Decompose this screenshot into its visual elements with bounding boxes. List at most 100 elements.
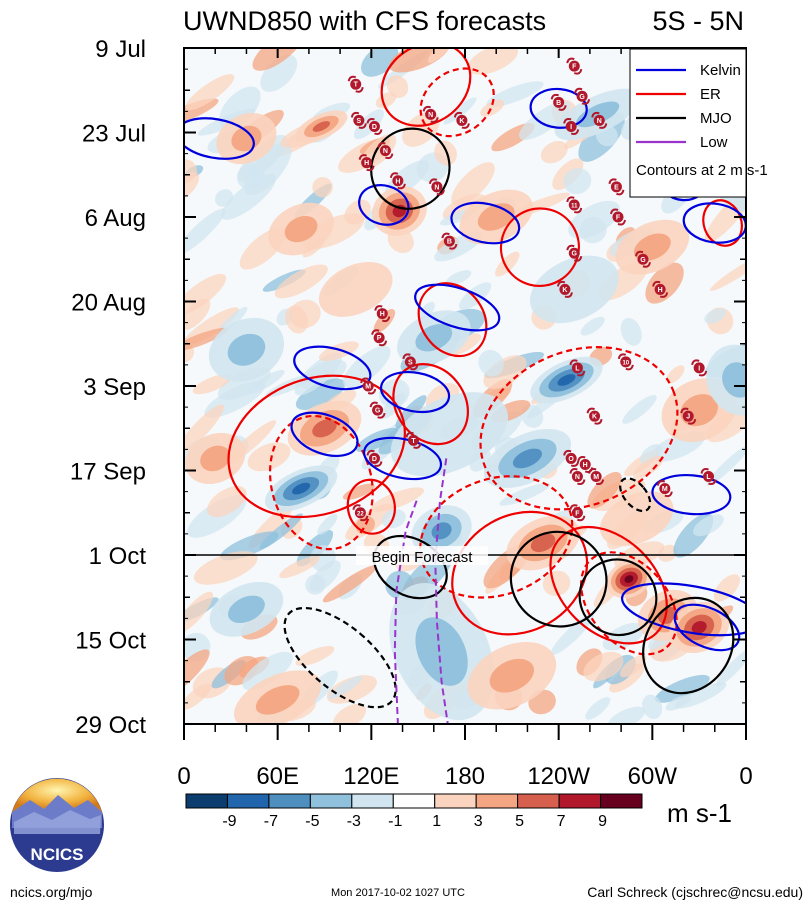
storm-dot [612, 211, 624, 223]
storm-dot [610, 181, 622, 193]
storm-spiral [422, 105, 439, 123]
storm-marker: N [569, 468, 586, 486]
storm-label: S [357, 118, 362, 125]
storm-marker: F [610, 208, 626, 226]
storm-marker: 22 [352, 504, 369, 522]
storm-label: H [583, 462, 588, 469]
storm-marker: B [550, 93, 567, 111]
y-tick-label: 6 Aug [85, 205, 146, 232]
logo-text: NCICS [31, 845, 84, 864]
colorbar-label: -1 [388, 813, 402, 830]
field-patch [706, 445, 746, 486]
storm-spiral [569, 468, 586, 486]
field-patch [274, 264, 328, 299]
storm-label: P [377, 335, 382, 342]
field-patch [642, 694, 663, 720]
storm-dot [368, 452, 380, 464]
field-patch [184, 683, 212, 710]
field-patch [499, 482, 551, 506]
er-contour [346, 478, 396, 535]
storm-marker: T [405, 431, 422, 449]
storm-label: H [395, 178, 400, 185]
storm-spiral [428, 178, 445, 196]
colorbar-box [185, 793, 228, 809]
storm-dot [431, 181, 443, 193]
storm-spiral [634, 250, 651, 268]
legend-note: Contours at 2 m s-1 [636, 162, 768, 179]
colorbar-units: m s-1 [667, 798, 732, 828]
colorbar-box [475, 793, 519, 809]
er-contour [392, 363, 469, 446]
storm-dot [659, 483, 671, 495]
low-frequency-contours [393, 458, 449, 724]
storm-spiral [366, 449, 383, 467]
storm-marker: H [374, 305, 391, 323]
field-patch [294, 352, 342, 396]
storm-marker: P [371, 329, 388, 347]
storm-spiral [680, 407, 697, 425]
storm-marker: D [366, 449, 383, 467]
storm-marker: 10 [617, 353, 634, 371]
storm-label: L [706, 474, 711, 481]
field-patch [184, 208, 226, 255]
mjo-contour [283, 606, 397, 709]
field-patch [295, 645, 335, 667]
field-patch [206, 486, 247, 518]
storm-label: N [434, 184, 439, 191]
wind-anomaly-core [530, 533, 556, 553]
wind-anomaly [318, 262, 393, 317]
storm-dot [456, 114, 468, 126]
colorbar-box [600, 793, 643, 809]
field-patch [386, 75, 409, 98]
storm-label: M [365, 384, 371, 391]
storm-dot [568, 60, 580, 72]
legend-label: Low [700, 134, 728, 151]
storm-spiral [610, 208, 626, 226]
kelvin-contour [651, 474, 732, 516]
storm-marker: G [369, 401, 386, 419]
field-patch [693, 514, 724, 537]
y-axis: 9 Jul 23 Jul 6 Aug 20 Aug 3 Sep 17 Sep 1 Oct 15… [70, 36, 746, 739]
storm-label: D [372, 124, 377, 131]
footer-timestamp: Mon 2017-10-02 1027 UTC [331, 887, 465, 899]
storm-marker: O [563, 449, 580, 467]
storm-dot [693, 362, 705, 374]
storm-spiral [556, 280, 573, 298]
storm-spiral [563, 449, 580, 467]
x-tick-label: 120E [343, 763, 399, 790]
storm-dot [568, 199, 580, 211]
storm-marker: N [428, 178, 445, 196]
storm-spiral [374, 305, 391, 323]
wind-anomaly-core [255, 685, 300, 715]
kelvin-contour [290, 411, 359, 458]
storm-marker: G [566, 244, 583, 262]
storm-label: J [686, 414, 690, 421]
storm-label: B [447, 239, 452, 246]
field-patch [237, 134, 287, 183]
storm-marker: N [377, 142, 394, 160]
footer-author: Carl Schreck (cjschrec@ncsu.edu) [587, 884, 803, 900]
field-patch [619, 654, 647, 678]
colorbar-box [517, 793, 560, 809]
field-patch [259, 513, 303, 550]
field-patch [495, 251, 520, 277]
storm-marker: G [634, 250, 651, 268]
storm-dot [620, 356, 632, 368]
field-patch [585, 697, 611, 720]
field-patch [318, 341, 359, 362]
low-contour [393, 500, 418, 724]
storm-label: N [597, 118, 602, 125]
storm-dot [379, 145, 391, 157]
storm-label: K [459, 118, 464, 125]
x-tick-label: 0 [739, 763, 752, 790]
colorbar-label: 5 [515, 813, 524, 830]
field-patch [242, 651, 293, 691]
mjo-contour [509, 530, 608, 628]
storm-dot [571, 362, 583, 374]
wave-contours [184, 48, 746, 709]
storm-dot [682, 410, 694, 422]
field-patch [427, 48, 453, 63]
mjo-contour [578, 558, 658, 637]
field-patch [645, 262, 684, 304]
